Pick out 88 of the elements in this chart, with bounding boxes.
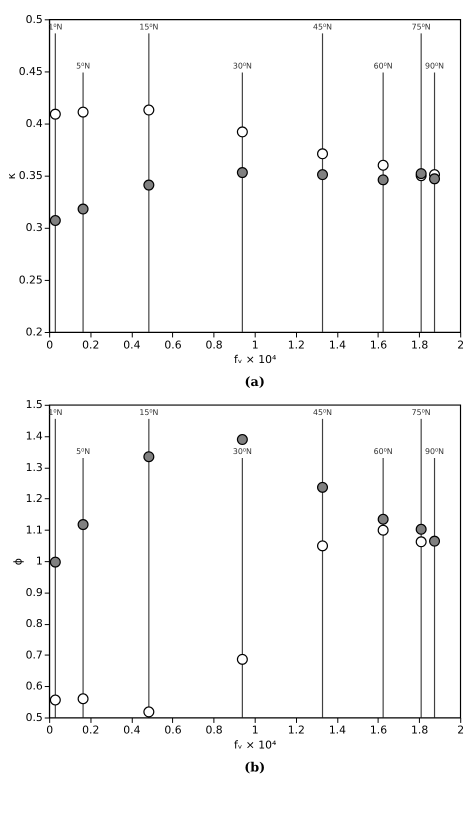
y-tick-label: 1.3 xyxy=(26,460,43,474)
point xyxy=(143,706,154,718)
y-tick-label: 0.25 xyxy=(18,273,43,286)
point xyxy=(236,654,248,665)
y-tick-label: 0.5 xyxy=(26,12,43,26)
point xyxy=(78,693,89,704)
x-tick-label: 0.2 xyxy=(82,338,100,352)
y-tick-label: 0.2 xyxy=(26,325,43,338)
point xyxy=(378,160,389,171)
point xyxy=(416,536,427,548)
point xyxy=(317,169,328,180)
y-axis-title: κ xyxy=(4,172,18,180)
point xyxy=(143,180,154,191)
x-tick-label: 1.4 xyxy=(328,338,346,352)
y-tick-label: 1.1 xyxy=(26,523,43,536)
point xyxy=(236,167,248,178)
y-tick-label: 0.3 xyxy=(26,221,43,234)
ref-line-label: 45⁰N xyxy=(313,408,332,417)
point xyxy=(78,106,89,118)
ref-line-label: 90⁰N xyxy=(425,447,444,456)
y-tick-label: 1.5 xyxy=(26,398,43,412)
y-tick-label: 0.45 xyxy=(18,64,43,78)
ref-line-label: 75⁰N xyxy=(412,408,431,417)
point xyxy=(50,108,61,120)
ref-line-label: 45⁰N xyxy=(313,22,332,32)
point xyxy=(236,126,248,138)
x-tick-label: 1.4 xyxy=(328,724,346,737)
x-tick-label: 2 xyxy=(457,338,464,352)
x-axis-title: fᵥ × 10⁴ xyxy=(234,738,276,752)
x-tick-label: 0 xyxy=(46,338,54,352)
point xyxy=(236,434,248,446)
y-tick-label: 0.9 xyxy=(26,586,43,599)
x-tick-label: 2 xyxy=(457,724,464,737)
point xyxy=(317,540,328,552)
point xyxy=(317,482,328,493)
x-tick-label: 1.2 xyxy=(288,724,305,737)
x-tick-label: 1.6 xyxy=(370,724,388,737)
x-tick-label: 0.8 xyxy=(205,724,223,737)
point xyxy=(429,536,440,547)
point xyxy=(78,519,89,530)
point xyxy=(143,451,154,462)
x-tick-label: 0.4 xyxy=(123,724,141,737)
x-tick-label: 0.2 xyxy=(82,724,100,737)
y-tick-label: 1.2 xyxy=(26,492,43,506)
y-tick-label: 0.6 xyxy=(26,680,43,693)
point xyxy=(378,514,389,525)
y-tick-label: 0.7 xyxy=(26,648,43,662)
ref-line-label: 5⁰N xyxy=(76,62,90,71)
ref-line-label: 60⁰N xyxy=(374,62,393,71)
x-tick-label: 0.8 xyxy=(205,338,223,352)
x-tick-label: 0.6 xyxy=(164,338,182,352)
y-tick-label: 0.4 xyxy=(26,117,43,130)
ref-line-label: 30⁰N xyxy=(232,447,252,456)
point xyxy=(50,556,61,568)
x-axis-title: fᵥ × 10⁴ xyxy=(234,353,276,366)
x-tick-label: 0.6 xyxy=(164,724,182,737)
y-tick-label: 1.4 xyxy=(26,430,43,443)
x-tick-label: 1 xyxy=(252,338,259,352)
x-tick-label: 1.8 xyxy=(411,338,428,352)
point xyxy=(50,694,61,706)
point xyxy=(429,173,440,184)
point xyxy=(50,215,61,226)
text: (a) xyxy=(244,375,265,390)
ref-line-label: 75⁰N xyxy=(412,22,431,32)
ref-line-label: 5⁰N xyxy=(76,447,90,456)
y-tick-label: 0.5 xyxy=(26,710,43,724)
ref-line-label: 60⁰N xyxy=(374,447,393,456)
y-tick-label: 0.35 xyxy=(18,169,43,182)
point xyxy=(378,524,389,536)
x-tick-label: 1 xyxy=(252,724,259,737)
y-tick-label: 1 xyxy=(36,554,43,568)
y-axis-title: ϕ xyxy=(12,558,25,566)
point xyxy=(78,204,89,215)
x-tick-label: 0.4 xyxy=(123,338,141,352)
point xyxy=(143,104,154,116)
ref-line-label: 30⁰N xyxy=(232,62,252,71)
ref-line-label: 15⁰N xyxy=(139,22,158,32)
point xyxy=(416,524,427,535)
x-tick-label: 0 xyxy=(46,724,54,737)
ref-line-label: 90⁰N xyxy=(425,62,444,71)
x-tick-label: 1.2 xyxy=(288,338,305,352)
y-tick-label: 0.8 xyxy=(26,617,43,630)
x-tick-label: 1.8 xyxy=(411,724,428,737)
point xyxy=(378,174,389,186)
text: (b) xyxy=(244,760,266,776)
ref-line-label: 15⁰N xyxy=(139,408,158,417)
x-tick-label: 1.6 xyxy=(370,338,388,352)
point xyxy=(317,148,328,160)
